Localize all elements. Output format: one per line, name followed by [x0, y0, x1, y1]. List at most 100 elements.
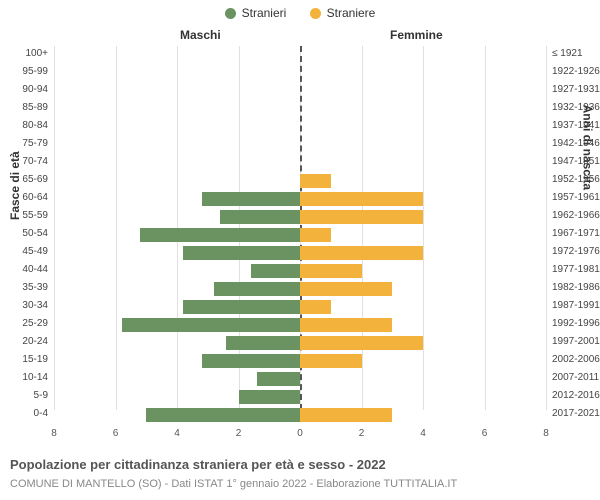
bar-male — [202, 354, 300, 368]
age-label: 10-14 — [0, 372, 48, 383]
grid-line — [546, 46, 547, 410]
bar-female — [300, 408, 392, 422]
pyramid-row: 55-591962-1966 — [54, 208, 546, 226]
bar-male — [146, 408, 300, 422]
pyramid-row: 65-691952-1956 — [54, 172, 546, 190]
legend-label-male: Stranieri — [242, 6, 287, 20]
age-label: 30-34 — [0, 300, 48, 311]
pyramid-rows: 100+≤ 192195-991922-192690-941927-193185… — [54, 46, 546, 424]
bar-female — [300, 210, 423, 224]
pyramid-row: 30-341987-1991 — [54, 298, 546, 316]
birth-year-label: 1937-1941 — [552, 120, 600, 131]
bar-male — [220, 210, 300, 224]
bar-male — [140, 228, 300, 242]
chart-title: Popolazione per cittadinanza straniera p… — [10, 457, 386, 472]
birth-year-label: 1967-1971 — [552, 228, 600, 239]
birth-year-label: 1992-1996 — [552, 318, 600, 329]
pyramid-row: 95-991922-1926 — [54, 64, 546, 82]
legend-label-female: Straniere — [327, 6, 376, 20]
pyramid-row: 45-491972-1976 — [54, 244, 546, 262]
pyramid-row: 90-941927-1931 — [54, 82, 546, 100]
age-label: 15-19 — [0, 354, 48, 365]
bar-female — [300, 282, 392, 296]
x-tick: 2 — [236, 428, 242, 439]
age-label: 35-39 — [0, 282, 48, 293]
pyramid-row: 70-741947-1951 — [54, 154, 546, 172]
pyramid-row: 35-391982-1986 — [54, 280, 546, 298]
age-label: 90-94 — [0, 84, 48, 95]
x-tick: 2 — [359, 428, 365, 439]
pyramid-row: 100+≤ 1921 — [54, 46, 546, 64]
legend: Stranieri Straniere — [0, 6, 600, 22]
x-tick: 8 — [543, 428, 549, 439]
bar-male — [257, 372, 300, 386]
birth-year-label: 2012-2016 — [552, 390, 600, 401]
section-header-male: Maschi — [180, 28, 221, 42]
bar-male — [251, 264, 300, 278]
bar-male — [226, 336, 300, 350]
pyramid-row: 40-441977-1981 — [54, 262, 546, 280]
age-label: 75-79 — [0, 138, 48, 149]
pyramid-row: 50-541967-1971 — [54, 226, 546, 244]
birth-year-label: 1922-1926 — [552, 66, 600, 77]
birth-year-label: 1942-1946 — [552, 138, 600, 149]
legend-item-male: Stranieri — [225, 6, 287, 20]
x-tick: 6 — [113, 428, 119, 439]
birth-year-label: 1972-1976 — [552, 246, 600, 257]
age-label: 70-74 — [0, 156, 48, 167]
bar-female — [300, 264, 362, 278]
x-tick: 8 — [51, 428, 57, 439]
birth-year-label: 2007-2011 — [552, 372, 600, 383]
age-label: 20-24 — [0, 336, 48, 347]
birth-year-label: 1997-2001 — [552, 336, 600, 347]
pyramid-row: 10-142007-2011 — [54, 370, 546, 388]
pyramid-row: 80-841937-1941 — [54, 118, 546, 136]
bar-female — [300, 228, 331, 242]
x-tick: 0 — [297, 428, 303, 439]
legend-item-female: Straniere — [310, 6, 376, 20]
pyramid-row: 15-192002-2006 — [54, 352, 546, 370]
pyramid-row: 85-891932-1936 — [54, 100, 546, 118]
x-tick: 6 — [482, 428, 488, 439]
chart-subtitle: COMUNE DI MANTELLO (SO) - Dati ISTAT 1° … — [10, 478, 457, 490]
age-label: 40-44 — [0, 264, 48, 275]
legend-swatch-female — [310, 8, 321, 19]
bar-female — [300, 300, 331, 314]
bar-female — [300, 246, 423, 260]
bar-male — [239, 390, 301, 404]
age-label: 25-29 — [0, 318, 48, 329]
age-label: 5-9 — [0, 390, 48, 401]
birth-year-label: 1927-1931 — [552, 84, 600, 95]
legend-swatch-male — [225, 8, 236, 19]
birth-year-label: 1987-1991 — [552, 300, 600, 311]
age-label: 80-84 — [0, 120, 48, 131]
bar-male — [202, 192, 300, 206]
bar-female — [300, 192, 423, 206]
age-label: 60-64 — [0, 192, 48, 203]
age-label: 85-89 — [0, 102, 48, 113]
birth-year-label: 1952-1956 — [552, 174, 600, 185]
age-label: 55-59 — [0, 210, 48, 221]
chart-container: { "legend": { "left": { "label": "Strani… — [0, 0, 600, 500]
birth-year-label: 1962-1966 — [552, 210, 600, 221]
pyramid-row: 5-92012-2016 — [54, 388, 546, 406]
bar-female — [300, 318, 392, 332]
bar-female — [300, 354, 362, 368]
bar-female — [300, 174, 331, 188]
bar-female — [300, 336, 423, 350]
birth-year-label: ≤ 1921 — [552, 48, 600, 59]
pyramid-row: 0-42017-2021 — [54, 406, 546, 424]
birth-year-label: 1932-1936 — [552, 102, 600, 113]
pyramid-row: 20-241997-2001 — [54, 334, 546, 352]
x-tick: 4 — [420, 428, 426, 439]
age-label: 65-69 — [0, 174, 48, 185]
age-label: 45-49 — [0, 246, 48, 257]
age-label: 95-99 — [0, 66, 48, 77]
bar-male — [183, 300, 300, 314]
birth-year-label: 1957-1961 — [552, 192, 600, 203]
pyramid-row: 25-291992-1996 — [54, 316, 546, 334]
birth-year-label: 1977-1981 — [552, 264, 600, 275]
birth-year-label: 2017-2021 — [552, 408, 600, 419]
birth-year-label: 1947-1951 — [552, 156, 600, 167]
section-header-female: Femmine — [390, 28, 443, 42]
